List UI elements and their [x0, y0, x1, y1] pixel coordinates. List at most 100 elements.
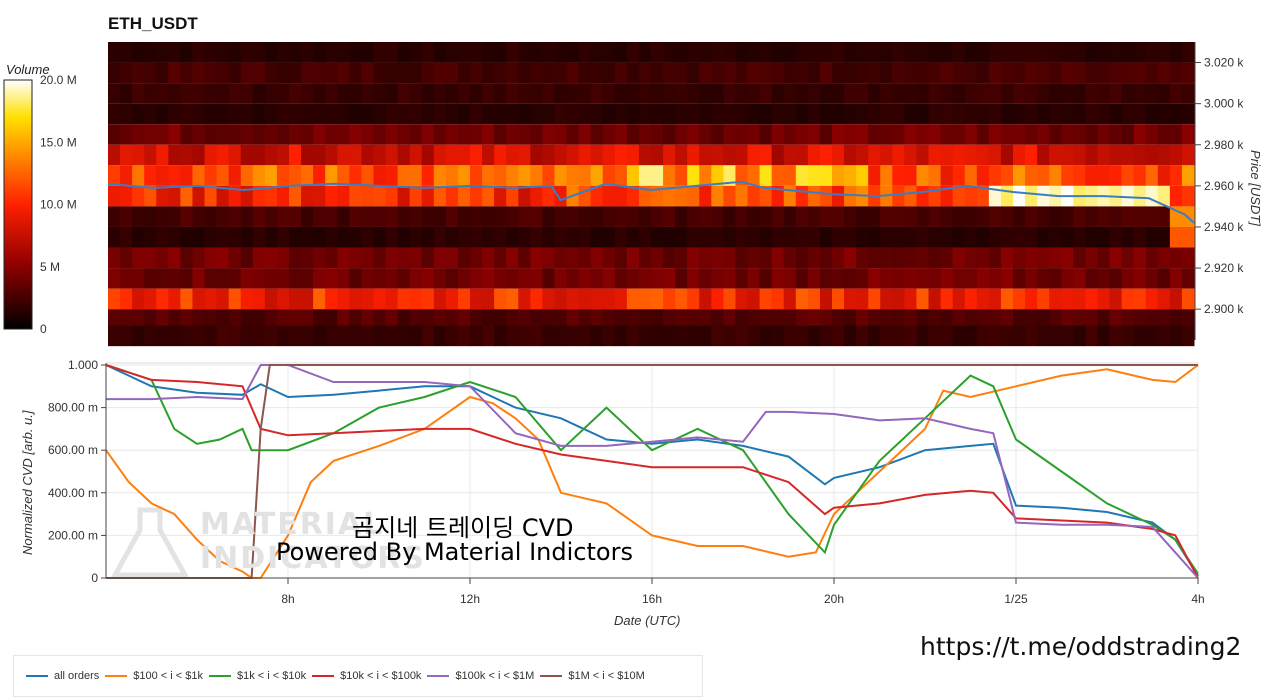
heatmap-cell: [783, 288, 797, 310]
heatmap-cell: [675, 309, 688, 330]
heatmap-cell: [361, 165, 374, 186]
heatmap-cell: [132, 165, 145, 186]
heatmap-cell: [566, 124, 580, 145]
heatmap-cell: [313, 124, 326, 145]
heatmap-cell: [759, 144, 773, 166]
heatmap-cell: [1073, 124, 1086, 145]
heatmap-cell: [626, 144, 640, 166]
cvd-x-label: Date (UTC): [614, 613, 681, 628]
legend-item[interactable]: $10k < i < $100k: [312, 670, 421, 682]
heatmap-cell: [289, 309, 302, 330]
heatmap-cell: [120, 226, 133, 248]
heatmap-cell: [590, 144, 604, 166]
heatmap-cell: [216, 144, 230, 166]
heatmap-cell: [795, 325, 809, 347]
heatmap-cell: [313, 226, 326, 248]
heatmap-cell: [1133, 42, 1147, 63]
heatmap-cell: [638, 83, 652, 104]
heatmap-cell: [445, 103, 459, 125]
heatmap-cell: [144, 325, 157, 347]
heatmap-cell: [397, 226, 411, 248]
heatmap-cell: [638, 103, 652, 125]
heatmap-cell: [180, 42, 193, 63]
heatmap-cell: [433, 247, 447, 269]
heatmap-cell: [349, 144, 362, 166]
heatmap-cell: [325, 185, 338, 207]
heatmap-cell: [1157, 83, 1171, 104]
heatmap-cell: [952, 206, 966, 227]
heatmap-cell: [228, 268, 242, 289]
heatmap-cell: [1097, 268, 1111, 289]
heatmap-cell: [132, 62, 145, 84]
heatmap-cell: [1025, 288, 1038, 310]
heatmap-cell: [301, 62, 314, 84]
heatmap-cell: [807, 42, 821, 63]
legend-item[interactable]: $1M < i < $10M: [540, 670, 645, 682]
heatmap-cell: [156, 226, 169, 248]
heatmap-cell: [1025, 309, 1038, 330]
heatmap-cell: [844, 42, 857, 63]
heatmap-cell: [602, 226, 616, 248]
legend-label: $1k < i < $10k: [236, 670, 307, 682]
heatmap-cell: [675, 206, 688, 227]
heatmap-cell: [819, 62, 833, 84]
cvd-x-ticks: 8h 12h 16h 20h 1/25 4h: [281, 578, 1205, 606]
heatmap-cell: [108, 144, 121, 166]
heatmap-cell: [276, 124, 290, 145]
heatmap-cell: [1000, 62, 1014, 84]
heatmap-cell: [626, 325, 640, 347]
heatmap-cell: [663, 268, 676, 289]
heatmap-cell: [711, 103, 724, 125]
heatmap-cell: [699, 103, 712, 125]
watermark-text: MATERIAL INDICATORS: [200, 508, 426, 576]
heatmap-cell: [856, 165, 869, 186]
telegram-link[interactable]: https://t.me/oddstrading2: [920, 632, 1242, 661]
heatmap-cell: [928, 62, 942, 84]
heatmap-cell: [204, 288, 218, 310]
heatmap-cell: [397, 206, 411, 227]
heatmap-cell: [1145, 288, 1159, 310]
heatmap-cell: [204, 144, 218, 166]
heatmap-cell: [1109, 103, 1123, 125]
heatmap-cell: [819, 325, 833, 347]
legend-item[interactable]: all orders: [26, 670, 99, 682]
heatmap-cell: [349, 42, 362, 63]
heatmap-cell: [614, 325, 628, 347]
heatmap-cell: [361, 247, 374, 269]
heatmap-cell: [687, 288, 700, 310]
heatmap-cell: [735, 42, 749, 63]
heatmap-cell: [723, 165, 736, 186]
heatmap-cell: [264, 185, 278, 207]
heatmap-cell: [132, 206, 145, 227]
heatmap-cell: [228, 124, 242, 145]
heatmap-cell: [1061, 62, 1074, 84]
legend-item[interactable]: $100 < i < $1k: [105, 670, 203, 682]
heatmap-cell: [819, 124, 833, 145]
heatmap-cell: [626, 124, 640, 145]
heatmap-cell: [832, 325, 845, 347]
heatmap-cell: [554, 103, 568, 125]
heatmap-cell: [1073, 144, 1086, 166]
heatmap-cell: [216, 103, 230, 125]
heatmap-cell: [506, 144, 519, 166]
heatmap-cell: [361, 268, 374, 289]
heatmap-cell: [1061, 165, 1074, 186]
heatmap-cell: [964, 165, 978, 186]
heatmap-cell: [445, 268, 459, 289]
heatmap-cell: [759, 268, 773, 289]
heatmap-cell: [108, 309, 121, 330]
legend-item[interactable]: $100k < i < $1M: [427, 670, 534, 682]
heatmap-cell: [928, 103, 942, 125]
heatmap-cell: [675, 144, 688, 166]
heatmap-cell: [1121, 42, 1135, 63]
heatmap-cell: [120, 247, 133, 269]
heatmap-cell: [1109, 165, 1123, 186]
heatmap-cell: [928, 124, 942, 145]
heatmap-cell: [252, 62, 266, 84]
heatmap-cell: [409, 325, 423, 347]
legend-item[interactable]: $1k < i < $10k: [208, 670, 307, 682]
heatmap-cell: [952, 185, 966, 207]
heatmap-cell: [1013, 83, 1026, 104]
heatmap-cell: [144, 226, 157, 248]
